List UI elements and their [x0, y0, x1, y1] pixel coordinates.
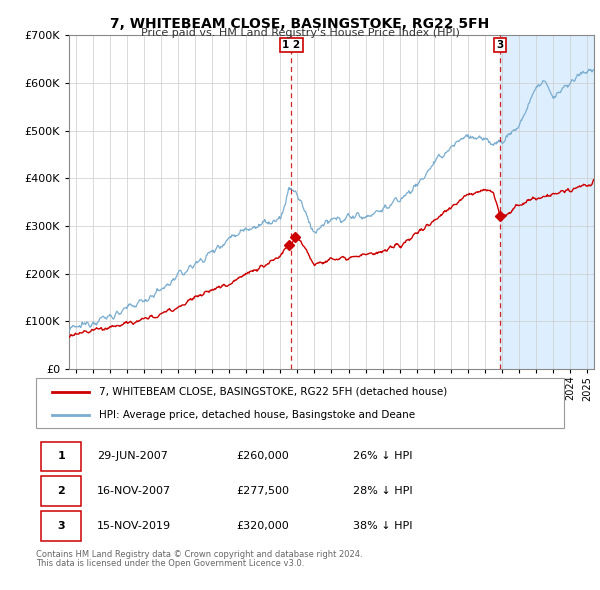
Text: 38% ↓ HPI: 38% ↓ HPI [353, 521, 412, 531]
Text: 26% ↓ HPI: 26% ↓ HPI [353, 451, 412, 461]
FancyBboxPatch shape [41, 512, 81, 541]
Text: 28% ↓ HPI: 28% ↓ HPI [353, 486, 412, 496]
Text: 1: 1 [57, 451, 65, 461]
Text: £260,000: £260,000 [236, 451, 289, 461]
Text: HPI: Average price, detached house, Basingstoke and Deane: HPI: Average price, detached house, Basi… [100, 410, 415, 420]
Text: 7, WHITEBEAM CLOSE, BASINGSTOKE, RG22 5FH (detached house): 7, WHITEBEAM CLOSE, BASINGSTOKE, RG22 5F… [100, 386, 448, 396]
Text: 3: 3 [57, 521, 65, 531]
FancyBboxPatch shape [36, 378, 564, 428]
FancyBboxPatch shape [41, 441, 81, 471]
Text: This data is licensed under the Open Government Licence v3.0.: This data is licensed under the Open Gov… [36, 559, 304, 568]
Text: 3: 3 [496, 40, 503, 50]
Text: Price paid vs. HM Land Registry's House Price Index (HPI): Price paid vs. HM Land Registry's House … [140, 28, 460, 38]
FancyBboxPatch shape [41, 477, 81, 506]
Text: 16-NOV-2007: 16-NOV-2007 [97, 486, 171, 496]
Bar [500, 35, 594, 369]
Text: 1 2: 1 2 [283, 40, 301, 50]
Text: 15-NOV-2019: 15-NOV-2019 [97, 521, 171, 531]
Text: 2: 2 [57, 486, 65, 496]
Text: 7, WHITEBEAM CLOSE, BASINGSTOKE, RG22 5FH: 7, WHITEBEAM CLOSE, BASINGSTOKE, RG22 5F… [110, 17, 490, 31]
Text: £320,000: £320,000 [236, 521, 289, 531]
Text: Contains HM Land Registry data © Crown copyright and database right 2024.: Contains HM Land Registry data © Crown c… [36, 550, 362, 559]
Text: £277,500: £277,500 [236, 486, 290, 496]
Text: 29-JUN-2007: 29-JUN-2007 [97, 451, 167, 461]
